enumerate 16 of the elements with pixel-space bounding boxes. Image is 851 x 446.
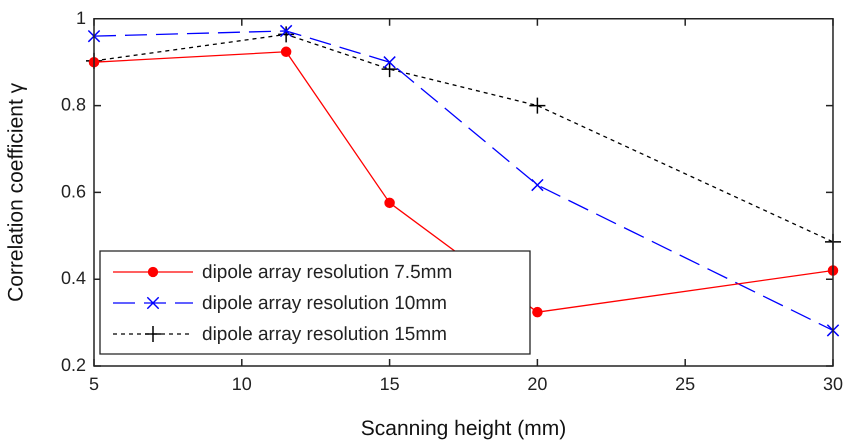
x-tick-label: 25: [675, 374, 696, 394]
y-tick-label: 0.2: [60, 354, 86, 375]
y-tick-label: 0.4: [60, 268, 86, 288]
y-tick-label: 0.8: [60, 94, 86, 115]
y-tick-label: 1: [76, 8, 86, 28]
x-tick-label: 15: [380, 374, 400, 394]
x-tick-label: 20: [527, 374, 548, 394]
x-tick-label: 30: [822, 374, 844, 394]
x-tick-label: 5: [88, 374, 100, 394]
x-axis-title: Scanning height (mm): [360, 417, 566, 440]
legend-label: dipole array resolution 7.5mm: [202, 262, 452, 284]
legend-label: dipole array resolution 15mm: [202, 324, 448, 346]
y-tick-label: 0.6: [60, 181, 86, 202]
x-tick-label: 10: [232, 374, 252, 394]
y-axis-title: Correlation coefficient γ: [4, 82, 28, 302]
legend-label: dipole array resolution 10mm: [202, 293, 448, 314]
